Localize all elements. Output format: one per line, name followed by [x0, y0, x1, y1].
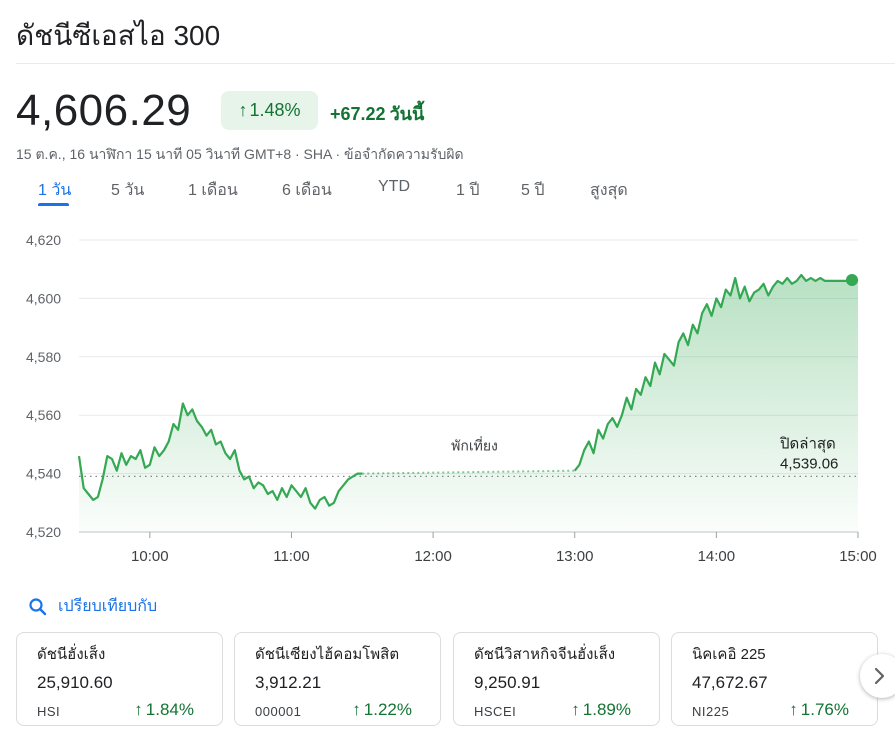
card-name: นิคเคอิ 225	[692, 646, 766, 663]
card-symbol: NI225	[692, 704, 730, 719]
card-price: 25,910.60	[37, 673, 113, 692]
tab-6-months[interactable]: 6 เดือน	[282, 182, 332, 199]
tab-max[interactable]: สูงสุด	[590, 182, 628, 199]
y-tick-label: 4,520	[26, 524, 61, 540]
card-symbol: HSI	[37, 704, 61, 719]
y-tick-label: 4,600	[26, 290, 61, 306]
arrow-up-icon: ↑	[134, 700, 143, 719]
comparison-card[interactable]: นิคเคอิ 225 47,672.67 NI225 ↑ 1.76%	[671, 632, 878, 726]
card-symbol: HSCEI	[474, 704, 517, 719]
price-chart[interactable]: 4,620 4,600 4,580 4,560 4,540 4,520 10:00 11:00…	[0, 225, 895, 575]
card-symbol: 000001	[255, 704, 302, 719]
x-tick-label: 14:00	[698, 548, 736, 565]
tab-1-year[interactable]: 1 ปี	[456, 182, 480, 199]
comparison-card[interactable]: ดัชนีเซียงไฮ้คอมโพสิต 3,912.21 000001 ↑ 1…	[234, 632, 441, 726]
arrow-up-icon: ↑	[571, 700, 580, 719]
card-change: ↑ 1.84%	[134, 700, 194, 720]
x-tick-label: 10:00	[131, 548, 169, 565]
price-area	[79, 275, 858, 532]
active-tab-indicator	[38, 203, 69, 206]
compare-label: เปรียบเทียบกับ	[58, 598, 158, 615]
next-cards-button[interactable]	[860, 654, 895, 698]
tab-5-years[interactable]: 5 ปี	[521, 182, 545, 199]
card-change-value: 1.76%	[800, 700, 849, 719]
card-change-value: 1.89%	[582, 700, 631, 719]
tab-1-day[interactable]: 1 วัน	[38, 182, 72, 199]
x-tick-label: 13:00	[556, 548, 594, 565]
lunch-break-label: พักเที่ยง	[451, 436, 498, 453]
card-change-value: 1.22%	[363, 700, 412, 719]
y-tick-label: 4,560	[26, 407, 61, 423]
prev-close-label: ปิดล่าสุด	[779, 435, 836, 453]
y-tick-label: 4,620	[26, 232, 61, 248]
y-tick-label: 4,580	[26, 349, 61, 365]
card-price: 9,250.91	[474, 673, 541, 692]
chevron-right-icon	[874, 667, 885, 685]
y-tick-label: 4,540	[26, 466, 61, 482]
comparison-card[interactable]: ดัชนีฮั่งเส็ง 25,910.60 HSI ↑ 1.84%	[16, 632, 223, 726]
card-change: ↑ 1.22%	[352, 700, 412, 720]
card-change-value: 1.84%	[145, 700, 194, 719]
card-name: ดัชนีวิสาหกิจจีนฮั่งเส็ง	[474, 646, 616, 663]
tab-ytd[interactable]: YTD	[378, 178, 410, 195]
card-name: ดัชนีฮั่งเส็ง	[37, 646, 106, 663]
change-period: วันนี้	[389, 104, 425, 124]
price-line-morning	[77, 402, 363, 510]
header-divider	[16, 63, 895, 64]
card-change: ↑ 1.89%	[571, 700, 631, 720]
compare-link[interactable]: เปรียบเทียบกับ	[28, 594, 157, 619]
change-percent-badge: ↑ 1.48%	[221, 91, 318, 130]
current-price-dot	[846, 274, 858, 287]
arrow-up-icon: ↑	[352, 700, 361, 719]
lunch-break-line	[362, 469, 575, 475]
card-price: 3,912.21	[255, 673, 322, 692]
arrow-up-icon: ↑	[238, 100, 248, 120]
card-price: 47,672.67	[692, 673, 768, 692]
x-tick-label: 11:00	[273, 548, 309, 565]
tab-1-month[interactable]: 1 เดือน	[188, 182, 238, 199]
x-tick-label: 12:00	[414, 548, 452, 565]
prev-close-value: 4,539.06	[780, 455, 838, 472]
change-value: +67.22	[330, 104, 386, 124]
search-icon	[29, 597, 47, 615]
tab-5-days[interactable]: 5 วัน	[111, 182, 145, 199]
x-tick-label: 15:00	[839, 548, 877, 565]
price-line-afternoon	[573, 273, 859, 472]
card-name: ดัชนีเซียงไฮ้คอมโพสิต	[255, 646, 400, 663]
page-title: ดัชนีซีเอสไอ 300	[16, 20, 221, 51]
card-change: ↑ 1.76%	[789, 700, 849, 720]
current-price: 4,606.29	[16, 86, 192, 135]
change-absolute: +67.22 วันนี้	[330, 99, 424, 128]
comparison-card[interactable]: ดัชนีวิสาหกิจจีนฮั่งเส็ง 9,250.91 HSCEI …	[453, 632, 660, 726]
quote-meta: 15 ต.ค., 16 นาฬิกา 15 นาที 05 วินาที GMT…	[16, 146, 464, 162]
change-percent: 1.48%	[249, 100, 301, 120]
arrow-up-icon: ↑	[789, 700, 798, 719]
